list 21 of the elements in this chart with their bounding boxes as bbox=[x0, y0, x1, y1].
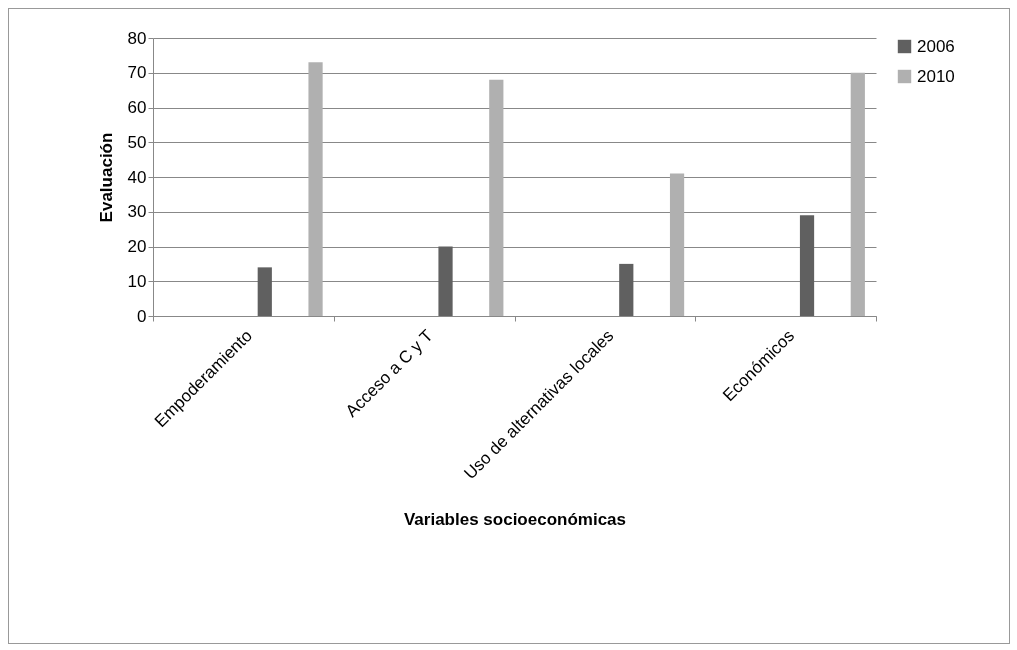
legend-label: 2010 bbox=[917, 66, 955, 86]
y-axis-title: Evaluación bbox=[96, 132, 116, 223]
bar bbox=[669, 173, 685, 316]
y-tick-label: 0 bbox=[137, 306, 147, 326]
y-tick-label: 40 bbox=[127, 167, 147, 187]
legend-label: 2006 bbox=[917, 36, 955, 56]
bar bbox=[799, 215, 815, 316]
bar bbox=[257, 267, 272, 316]
y-tick-label: 30 bbox=[127, 202, 147, 222]
y-tick-label: 50 bbox=[127, 132, 147, 152]
bar bbox=[850, 72, 865, 316]
y-tick-label: 60 bbox=[127, 98, 147, 117]
bar bbox=[438, 246, 453, 316]
y-tick-label: 80 bbox=[127, 28, 147, 48]
bar bbox=[308, 62, 323, 316]
y-tick-label: 70 bbox=[127, 63, 147, 83]
bar bbox=[489, 79, 504, 316]
y-tick-label: 10 bbox=[127, 271, 147, 291]
x-axis-title: Variables socioeconómicas bbox=[403, 510, 627, 530]
bar bbox=[619, 263, 634, 316]
y-tick-label: 20 bbox=[127, 237, 147, 256]
